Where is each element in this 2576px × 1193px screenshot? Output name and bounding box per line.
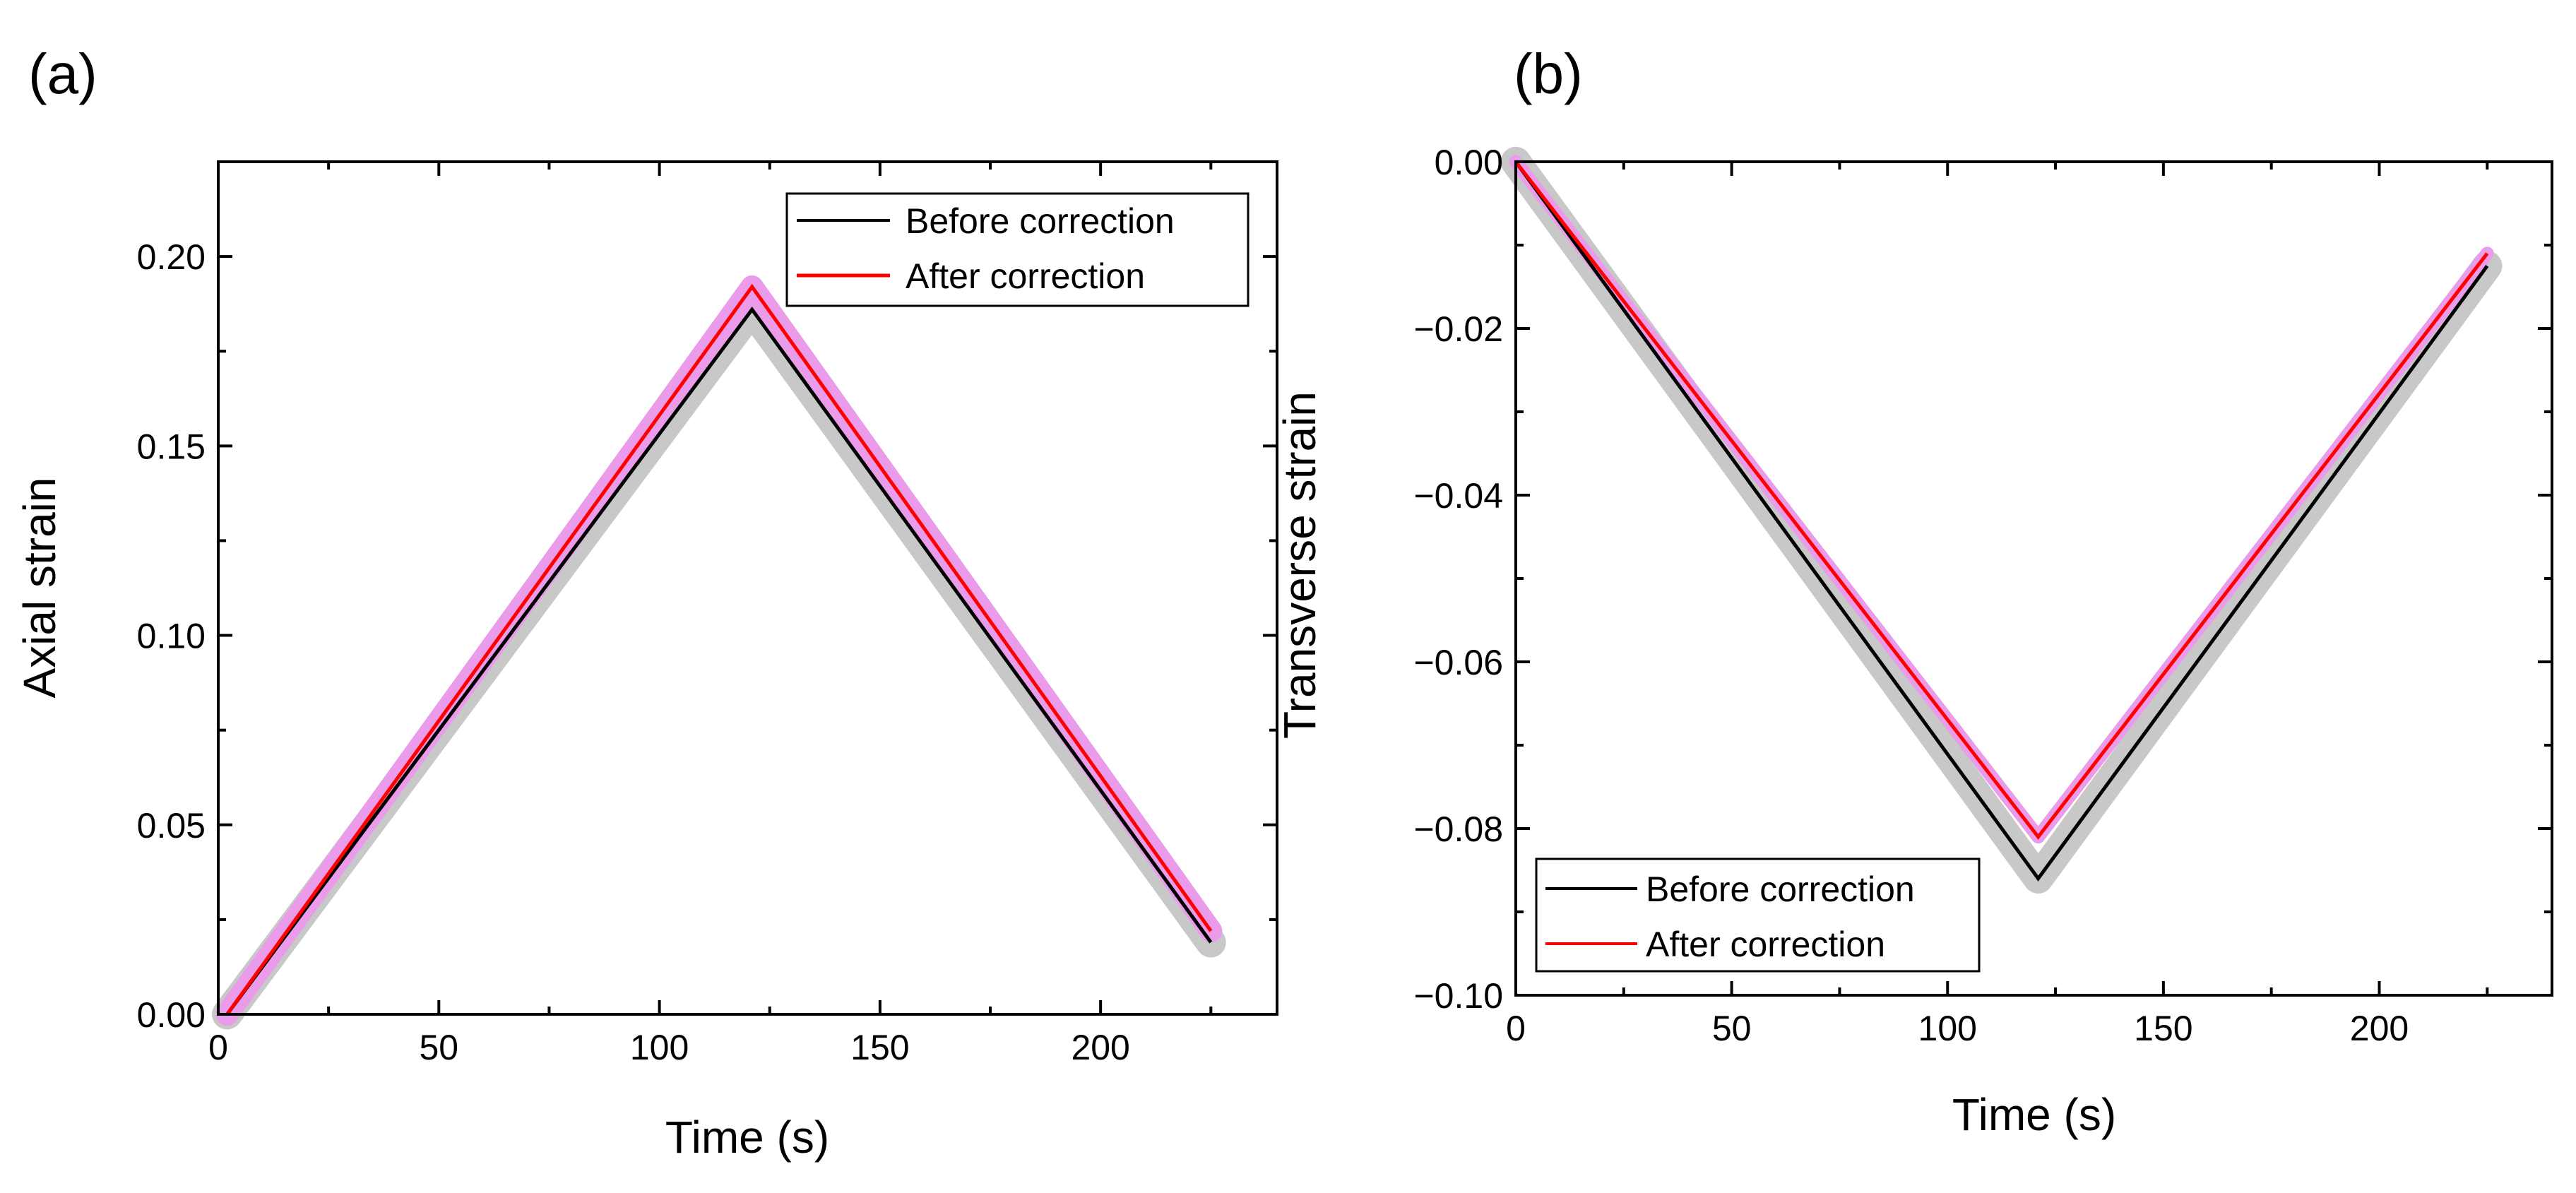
panel-a-xtick-label: 100: [630, 1028, 689, 1067]
panel-a-lines: [225, 283, 1213, 1016]
panel-b-ytick-label: −0.04: [1413, 476, 1503, 516]
panel-a-ytick-label: 0.05: [137, 806, 206, 845]
panel-b-after-line: [1514, 160, 2489, 840]
panel-a-legend-after-label: After correction: [906, 256, 1145, 296]
panel-a-ticks: 0 50 100 150 200 0.00 0.05 0.10 0.15 0.20: [137, 160, 1277, 1067]
panel-b-ytick-label: −0.02: [1413, 309, 1503, 349]
panel-b-xlabel: Time (s): [1952, 1089, 2116, 1140]
panel-a-xlabel: Time (s): [665, 1112, 829, 1163]
panel-b-lines: [1514, 160, 2489, 882]
panel-b: (b) 0 50 100 150 200 0.00 −0.02 −0.04 −0.06 −0.08…: [1274, 42, 2553, 1140]
panel-b-xtick-label: 0: [1506, 1009, 1526, 1048]
panel-b-bands: [1500, 146, 2503, 894]
panel-b-after-band: [1509, 155, 2494, 844]
panel-a: (a) 0 50 100 150 200 0.00 0.05 0.10 0.15 0.20 Tim…: [14, 42, 1278, 1163]
panel-a-before-band: [212, 294, 1226, 1030]
panel-a-ytick-label: 0.00: [137, 995, 206, 1035]
panel-a-xtick-label: 200: [1071, 1028, 1129, 1067]
panel-a-xtick-label: 50: [419, 1028, 458, 1067]
panel-a-ylabel: Axial strain: [14, 477, 65, 699]
panel-b-ytick-label: −0.08: [1413, 809, 1503, 849]
panel-a-legend-before-label: Before correction: [906, 201, 1175, 241]
panel-a-before-line: [225, 306, 1213, 1016]
panel-b-legend: Before correction After correction: [1535, 857, 1981, 973]
panel-a-ytick-label: 0.10: [137, 617, 206, 656]
panel-b-before-band: [1500, 146, 2503, 894]
panel-a-xtick-label: 0: [208, 1028, 228, 1067]
panel-a-after-line: [225, 283, 1213, 1016]
panel-b-legend-after-label: After correction: [1646, 925, 1885, 964]
panel-b-xtick-label: 150: [2134, 1009, 2192, 1048]
panel-b-xtick-label: 200: [2350, 1009, 2409, 1048]
panel-a-frame: [217, 160, 1278, 1016]
panel-b-before-line: [1514, 160, 2489, 882]
panel-b-legend-box: [1535, 857, 1981, 973]
panel-b-ylabel: Transverse strain: [1274, 391, 1325, 739]
panel-a-legend: Before correction After correction: [785, 192, 1250, 307]
panel-b-ytick-label: −0.06: [1413, 643, 1503, 682]
panel-b-ticks: 0 50 100 150 200 0.00 −0.02 −0.04 −0.06 −0.08 −0.1…: [1413, 143, 2552, 1048]
panel-a-label: (a): [28, 42, 97, 105]
panel-b-label: (b): [1514, 42, 1583, 105]
panel-a-bands: [212, 275, 1226, 1030]
panel-a-xtick-label: 150: [850, 1028, 909, 1067]
panel-b-xtick-label: 50: [1712, 1009, 1752, 1048]
panel-b-frame: [1514, 160, 2553, 997]
panel-b-ytick-label: −0.10: [1413, 976, 1503, 1016]
panel-a-legend-box: [785, 192, 1250, 307]
panel-b-legend-before-label: Before correction: [1646, 869, 1915, 909]
panel-a-ytick-label: 0.20: [137, 237, 206, 277]
panel-a-ytick-label: 0.15: [137, 427, 206, 466]
panel-b-xtick-label: 100: [1918, 1009, 1977, 1048]
panel-a-after-band: [215, 275, 1223, 1026]
panel-b-ytick-label: 0.00: [1435, 143, 1503, 182]
